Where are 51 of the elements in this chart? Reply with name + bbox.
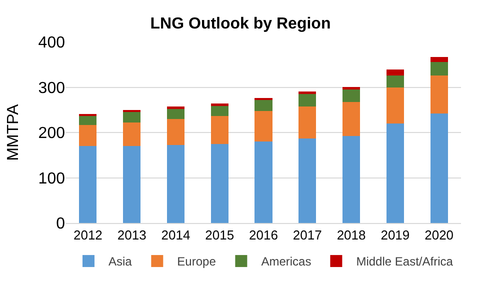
bar: [386, 70, 404, 76]
bar: [79, 146, 97, 223]
bar: [298, 106, 316, 138]
bar: [342, 102, 360, 136]
legend-label: Middle East/Africa: [356, 254, 454, 269]
bar: [166, 145, 184, 223]
bar: [298, 138, 316, 223]
bar: [430, 113, 448, 223]
x-tick-label: 2015: [205, 228, 234, 243]
bar: [123, 112, 141, 123]
bar: [430, 56, 448, 62]
bar: [210, 106, 228, 116]
bar: [342, 90, 360, 102]
x-tick-label: 2019: [380, 228, 410, 243]
bar: [254, 100, 272, 112]
bar: [210, 116, 228, 144]
x-tick-label: 2013: [117, 228, 146, 243]
legend-label: Europe: [177, 254, 216, 269]
bar: [342, 86, 360, 90]
bar: [298, 91, 316, 94]
bar: [254, 111, 272, 142]
y-axis-title: MMTPA: [5, 104, 22, 161]
bar: [254, 142, 272, 223]
y-tick-label: 200: [38, 125, 66, 142]
chart-title: LNG Outlook by Region: [150, 15, 331, 32]
legend-label: Asia: [108, 254, 132, 269]
x-tick-label: 2014: [161, 228, 190, 243]
bar: [386, 75, 404, 88]
bar: [79, 115, 97, 125]
bar: [386, 123, 404, 223]
bar: [123, 122, 141, 146]
y-tick-label: 100: [38, 170, 66, 188]
bar: [166, 108, 184, 119]
bar: [342, 136, 360, 223]
bar: [79, 124, 97, 146]
y-tick-label: 300: [38, 80, 66, 97]
y-tick-label: 0: [56, 216, 66, 233]
x-tick-label: 2012: [73, 228, 102, 243]
x-tick-label: 2020: [424, 228, 454, 243]
bar: [298, 94, 316, 107]
y-tick-label: 400: [38, 34, 66, 52]
bar: [210, 144, 228, 223]
bar: [123, 146, 141, 223]
bar: [386, 87, 404, 124]
x-tick-label: 2018: [336, 228, 366, 243]
bar: [430, 62, 448, 76]
x-tick-label: 2016: [249, 228, 278, 243]
legend-label: Americas: [261, 254, 312, 269]
x-tick-label: 2017: [292, 228, 322, 243]
bar: [166, 118, 184, 146]
bar: [430, 75, 448, 114]
